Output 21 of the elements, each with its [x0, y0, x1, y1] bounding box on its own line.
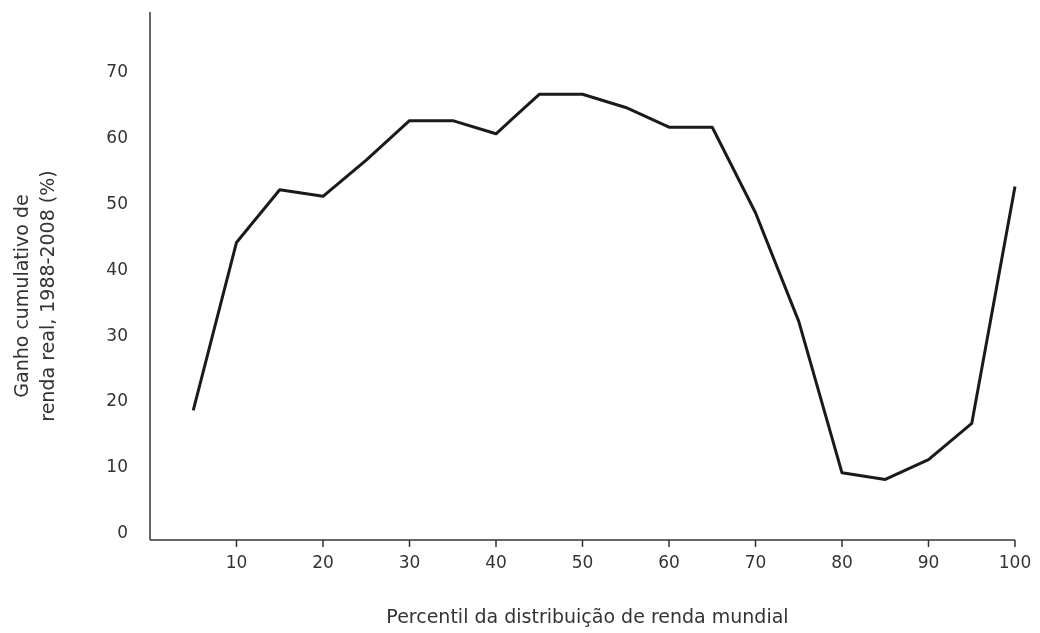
y-tick-label: 40: [106, 258, 128, 279]
line-series: [191, 92, 1017, 481]
x-tick-label: 100: [998, 552, 1032, 572]
x-axis-title: Percentil da distribuição de renda mundial: [386, 605, 789, 627]
y-tick-label: 70: [106, 61, 128, 82]
x-tick-label: 60: [658, 552, 680, 572]
y-tick-label: 0: [117, 522, 128, 543]
x-tick-label: 50: [571, 552, 594, 572]
y-tick-label: 50: [106, 192, 128, 213]
x-tick-label: 90: [917, 552, 940, 572]
y-tick-label: 30: [106, 324, 128, 345]
y-axis-title: Ganho cumulativo de renda real, 1988-2008 (%): [10, 170, 58, 422]
x-tick-label: 10: [225, 552, 248, 572]
x-tick-label: 30: [398, 552, 421, 572]
y-tick-label: 60: [106, 127, 128, 148]
y-tick-label: 10: [106, 456, 128, 477]
x-tick-label: 20: [312, 552, 334, 572]
x-tick-label: 80: [831, 552, 853, 572]
y-tick-label: 20: [106, 390, 128, 411]
x-tick-label: 40: [485, 552, 507, 572]
x-tick-label: 70: [744, 552, 767, 572]
